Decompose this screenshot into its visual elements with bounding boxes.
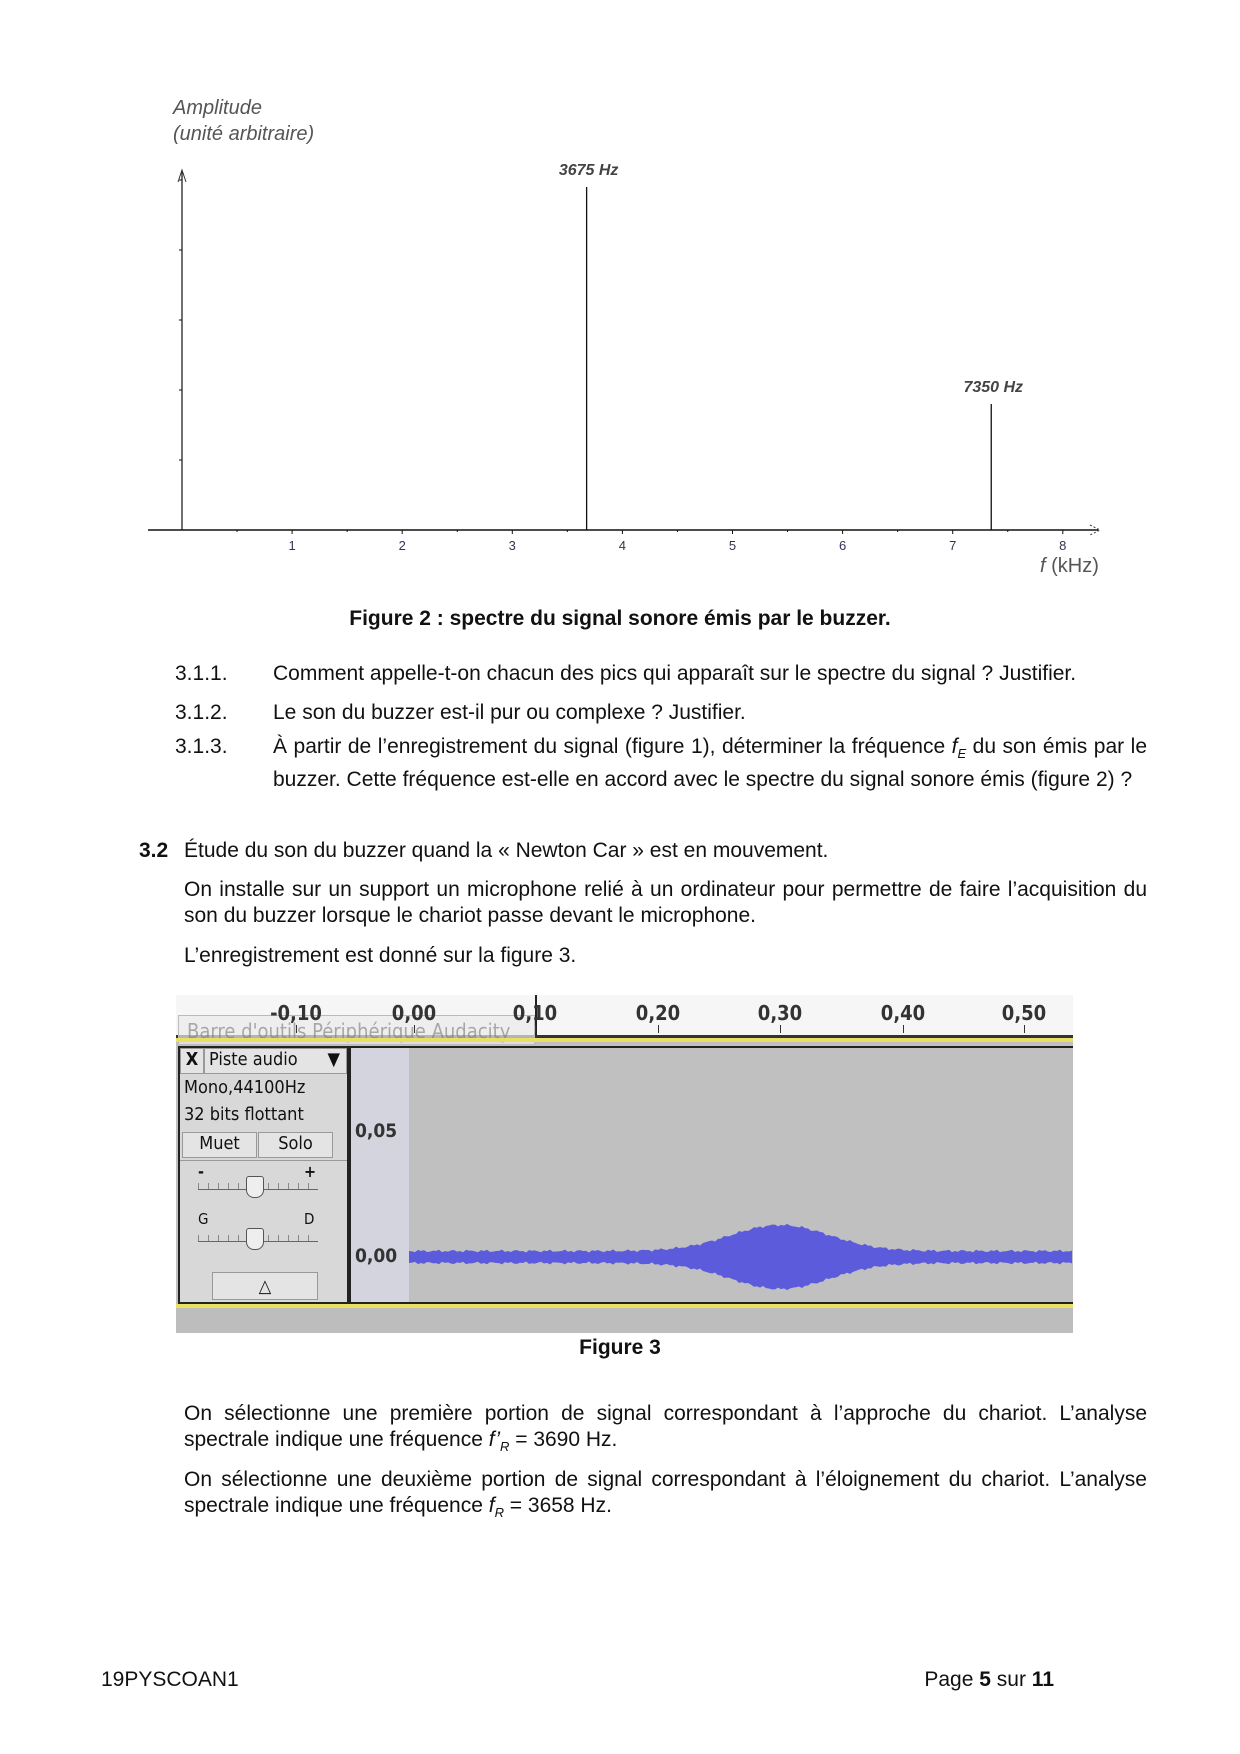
pan-slider-thumb[interactable] (246, 1228, 264, 1250)
ruler-tick (296, 1025, 297, 1033)
section-title: Étude du son du buzzer quand la « Newton… (184, 839, 829, 862)
playhead[interactable] (535, 995, 537, 1035)
figure3-caption: Figure 3 (579, 1336, 661, 1359)
track-name: Piste audio (209, 1049, 298, 1070)
y-axis-label: Amplitude (unité arbitraire) (173, 95, 314, 147)
paragraph-departure: On sélectionne une deuxième portion de s… (184, 1467, 1147, 1526)
page-prefix: Page (924, 1668, 980, 1691)
pan-left: G (198, 1210, 209, 1228)
x-tick-label: 7 (949, 538, 956, 553)
close-track-button[interactable]: X (180, 1048, 204, 1074)
x-tick-label: 4 (619, 538, 626, 553)
p4-part2: = 3658 Hz. (503, 1494, 612, 1517)
track-name-menu[interactable]: Piste audio ▼ (204, 1048, 347, 1074)
scale-label-005: 0,05 (355, 1120, 398, 1142)
x-axis-label: f (kHz) (1040, 553, 1099, 579)
ruler-label: 0,00 (391, 1001, 437, 1025)
page-number: 5 (979, 1668, 991, 1691)
p3-sub: R (500, 1439, 510, 1455)
p3-var: f’ (488, 1428, 500, 1451)
p4-sub: R (494, 1505, 504, 1521)
q313-sub: E (957, 746, 967, 762)
page-sur: sur (990, 1668, 1032, 1691)
footer-page: Page 5 sur 11 (924, 1667, 1054, 1693)
waveform-area[interactable] (409, 1046, 1073, 1304)
y-axis-arrow (177, 168, 187, 183)
x-tick-label: 5 (729, 538, 736, 553)
ruler-label: 0,10 (512, 1001, 558, 1025)
section-paragraph-1: On installe sur un support un microphone… (184, 878, 1147, 927)
figure2-caption: Figure 2 : spectre du signal sonore émis… (349, 607, 891, 630)
ruler-tick (535, 1025, 536, 1033)
section-paragraph-2: L’enregistrement est donné sur la figure… (184, 944, 577, 967)
solo-button[interactable]: Solo (258, 1132, 333, 1158)
x-tick-label: 2 (399, 538, 406, 553)
waveform (409, 1223, 1072, 1291)
scale-label-000: 0,00 (355, 1245, 398, 1267)
p3-part2: = 3690 Hz. (509, 1428, 618, 1451)
amplitude-scale: 0,05 0,00 (349, 1046, 409, 1304)
footer-code: 19PYSCOAN1 (101, 1668, 239, 1691)
track-border-bottom (176, 1304, 1073, 1308)
x-tick-label: 8 (1059, 538, 1066, 553)
ruler-tick (1024, 1025, 1025, 1033)
ruler-tick (658, 1025, 659, 1033)
peak-label: 7350 Hz (963, 379, 1023, 396)
q311-num: 3.1.1. (175, 662, 228, 685)
ruler-label: 0,40 (880, 1001, 926, 1025)
collapse-track-button[interactable]: △ (212, 1272, 318, 1300)
ruler-label: -0,10 (270, 1001, 322, 1025)
q313-var: f (951, 735, 958, 758)
p4-part1: On sélectionne une deuxième portion de s… (184, 1468, 1147, 1517)
gain-minus: - (198, 1162, 204, 1181)
track-bits: 32 bits flottant (184, 1104, 304, 1125)
gain-slider-thumb[interactable] (246, 1176, 264, 1198)
q313-part1: À partir de l’enregistrement du signal (… (273, 735, 952, 758)
x-tick-label: 6 (839, 538, 846, 553)
empty-track-area (176, 1308, 1073, 1333)
q312-num: 3.1.2. (175, 701, 228, 724)
q311-text: Comment appelle-t-on chacun des pics qui… (273, 662, 1077, 685)
y-axis-label-line1: Amplitude (173, 97, 262, 119)
gain-plus: + (304, 1162, 317, 1181)
x-axis-var: f (1040, 555, 1046, 577)
x-axis-unit: (kHz) (1045, 555, 1099, 577)
peak-label: 3675 Hz (559, 162, 619, 179)
divider (180, 1160, 347, 1161)
mute-button[interactable]: Muet (182, 1132, 257, 1158)
p4-var: f (488, 1494, 495, 1517)
q313-num: 3.1.3. (175, 735, 228, 758)
ruler-tick (414, 1025, 415, 1033)
y-axis-label-line2: (unité arbitraire) (173, 123, 315, 145)
section-number: 3.2 (139, 839, 169, 862)
ruler-label: 0,30 (757, 1001, 803, 1025)
waveform-shape (409, 1223, 1072, 1291)
ruler-tick (903, 1025, 904, 1033)
x-tick-label: 3 (509, 538, 516, 553)
q313-text: À partir de l’enregistrement du signal (… (273, 734, 1147, 793)
q313-part2: du son émis par le buzzer. Cette fréquen… (273, 735, 1147, 792)
x-tick-label: 1 (288, 538, 295, 553)
ruler-tick (780, 1025, 781, 1033)
audacity-screenshot: Barre d'outils Périphérique Audacity X P… (176, 995, 1073, 1333)
ruler-label: 0,20 (635, 1001, 681, 1025)
track-control-panel: X Piste audio ▼ Mono,44100Hz 32 bits flot… (178, 1046, 349, 1304)
paragraph-approach: On sélectionne une première portion de s… (184, 1401, 1147, 1460)
page-total: 11 (1031, 1668, 1054, 1691)
spectrum-chart: 1 2 3 4 5 6 7 8 3675 Hz 7350 Hz (148, 162, 1102, 553)
track-border-top (176, 1038, 1073, 1042)
track-format: Mono,44100Hz (184, 1077, 306, 1098)
p3-part1: On sélectionne une première portion de s… (184, 1402, 1147, 1451)
ruler-label: 0,50 (1001, 1001, 1047, 1025)
pan-right: D (304, 1210, 315, 1228)
q312-text: Le son du buzzer est-il pur ou complexe … (273, 701, 746, 724)
dropdown-triangle-icon: ▼ (327, 1049, 340, 1070)
